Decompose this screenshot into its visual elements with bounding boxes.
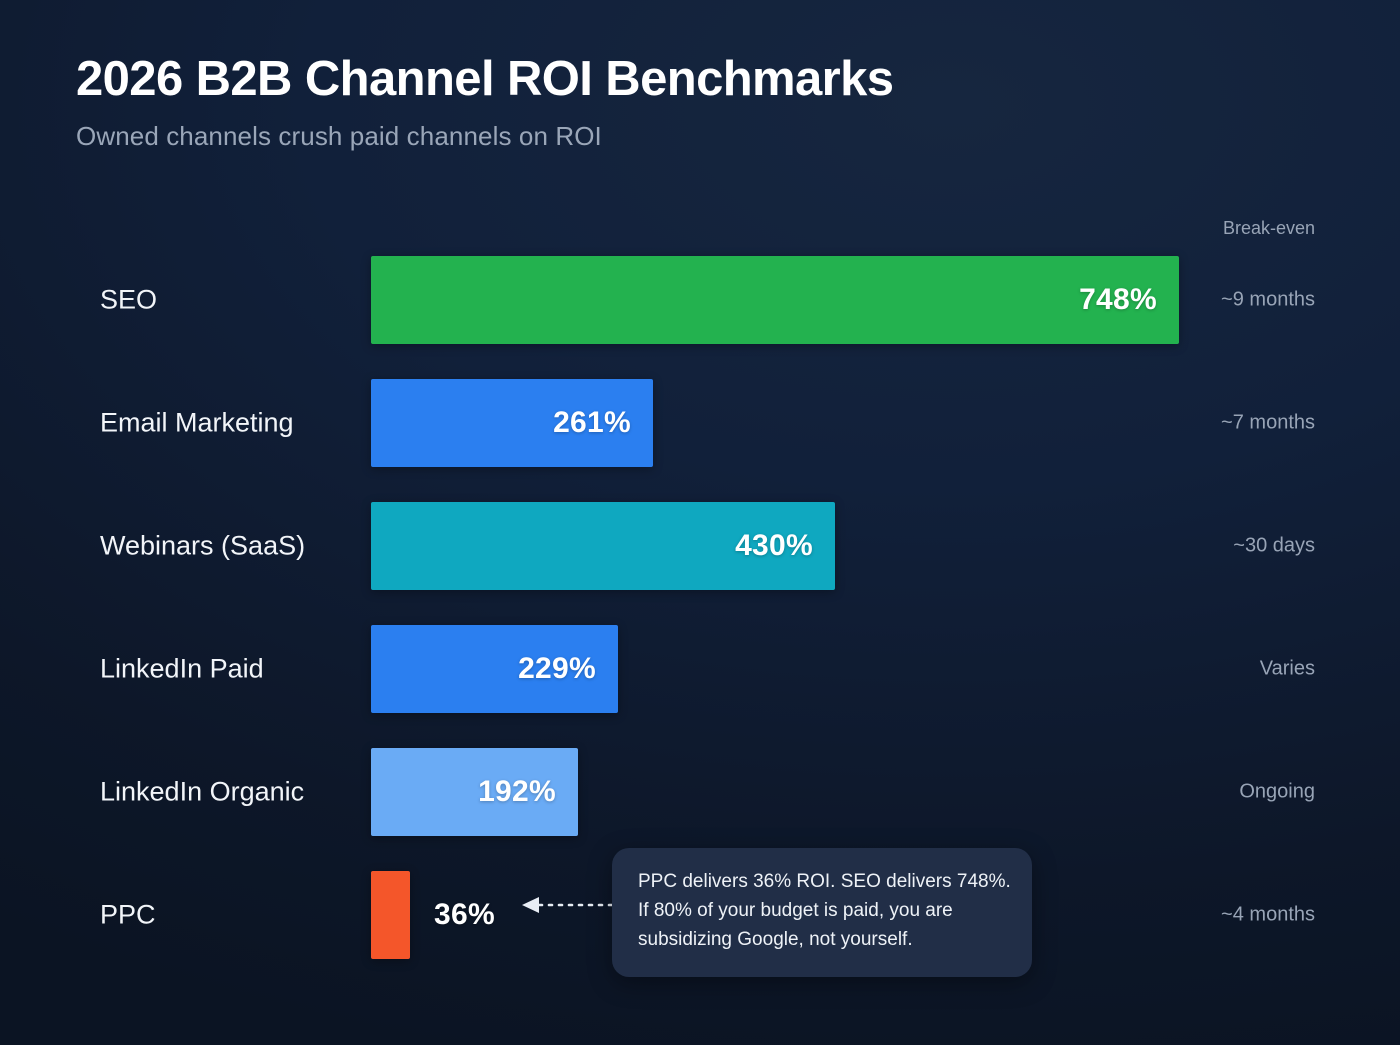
chart-header: 2026 B2B Channel ROI Benchmarks Owned ch… bbox=[76, 52, 894, 152]
bar-category-label: Email Marketing bbox=[100, 407, 294, 437]
breakeven-value: ~7 months bbox=[1221, 411, 1315, 433]
bar-track: 36% bbox=[371, 870, 1381, 959]
breakeven-value: ~30 days bbox=[1233, 534, 1315, 556]
bar-track: 430% bbox=[371, 501, 1381, 590]
bar[interactable]: 261% bbox=[371, 378, 653, 467]
bar-value-label: 192% bbox=[478, 774, 556, 808]
bar[interactable]: 36% bbox=[371, 870, 495, 959]
bar-category-label: Webinars (SaaS) bbox=[100, 530, 306, 560]
ppc-callout: PPC delivers 36% ROI. SEO delivers 748%.… bbox=[612, 848, 1032, 977]
bar-category-label: SEO bbox=[100, 284, 158, 314]
bar-track: 229% bbox=[371, 624, 1381, 713]
callout-line-1: PPC delivers 36% ROI. SEO delivers 748%. bbox=[638, 871, 1011, 892]
callout-line-3: subsidizing Google, not yourself. bbox=[638, 928, 913, 950]
bar-category-label: PPC bbox=[100, 899, 156, 929]
bar-track: 748% bbox=[371, 255, 1381, 344]
callout-line-2: If 80% of your budget is paid, you are bbox=[638, 899, 953, 921]
bar[interactable]: 748% bbox=[371, 255, 1179, 344]
bar[interactable]: 192% bbox=[371, 747, 578, 836]
bar-value-label: 430% bbox=[735, 528, 813, 562]
page-title: 2026 B2B Channel ROI Benchmarks bbox=[76, 52, 894, 106]
chart-row: Webinars (SaaS) 430% ~30 days bbox=[0, 484, 1400, 607]
chart-row: SEO 748% ~9 months bbox=[0, 238, 1400, 361]
bar-category-label: LinkedIn Paid bbox=[100, 653, 264, 683]
bar-track: 192% bbox=[371, 747, 1381, 836]
breakeven-column-header: Break-even bbox=[1222, 218, 1315, 238]
chart-row: LinkedIn Paid 229% Varies bbox=[0, 607, 1400, 730]
breakeven-value: Ongoing bbox=[1239, 780, 1315, 802]
bar-value-label: 748% bbox=[1079, 282, 1157, 316]
chart-row: LinkedIn Organic 192% Ongoing bbox=[0, 730, 1400, 853]
bar-category-label: LinkedIn Organic bbox=[100, 776, 305, 806]
bar[interactable]: 229% bbox=[371, 624, 618, 713]
bar-chart-plot-area: SEO 748% ~9 months Email Marketing 261% ~7 mo… bbox=[0, 238, 1400, 976]
callout-arrow-icon bbox=[522, 897, 614, 913]
bar-value-label: 229% bbox=[518, 651, 596, 685]
page-subtitle: Owned channels crush paid channels on RO… bbox=[76, 120, 602, 151]
breakeven-value: ~4 months bbox=[1221, 903, 1315, 925]
breakeven-value: ~9 months bbox=[1221, 288, 1315, 310]
bar-track: 261% bbox=[371, 378, 1381, 467]
breakeven-value: Varies bbox=[1259, 657, 1315, 679]
bar-value-label: 36% bbox=[434, 897, 495, 931]
bar[interactable]: 430% bbox=[371, 501, 835, 590]
chart-row: PPC 36% ~4 months bbox=[0, 853, 1400, 976]
chart-row: Email Marketing 261% ~7 months bbox=[0, 361, 1400, 484]
bar-value-label: 261% bbox=[553, 405, 631, 439]
